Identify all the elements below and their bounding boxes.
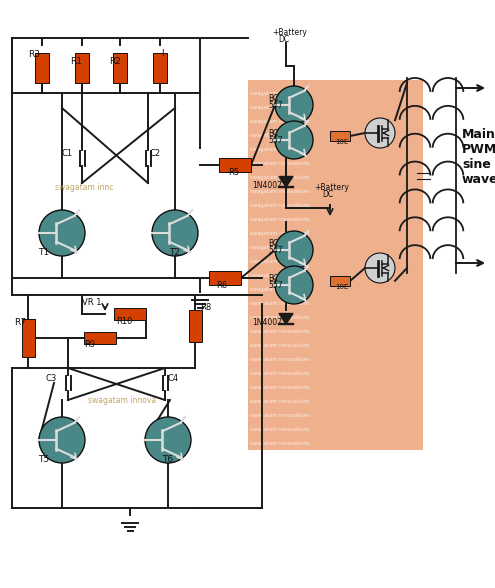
- Text: 10E: 10E: [335, 139, 348, 145]
- Text: I: I: [161, 49, 164, 58]
- Text: swagatam innovations: swagatam innovations: [250, 371, 310, 376]
- Text: 1N4007: 1N4007: [252, 318, 282, 327]
- Text: sine: sine: [462, 158, 491, 171]
- Text: swagatam innovations: swagatam innovations: [250, 105, 310, 110]
- Text: swagatam innovations: swagatam innovations: [250, 399, 310, 404]
- Bar: [21, 319, 35, 357]
- Text: swagatam innovations: swagatam innovations: [250, 217, 310, 222]
- Text: swagatam innovations: swagatam innovations: [250, 245, 310, 250]
- Text: R7: R7: [14, 318, 26, 327]
- Circle shape: [365, 253, 395, 283]
- Text: DC: DC: [322, 190, 333, 199]
- Circle shape: [275, 231, 313, 269]
- Text: swagatam innovations: swagatam innovations: [250, 385, 310, 390]
- Text: swagatam innc: swagatam innc: [55, 183, 113, 192]
- Text: +Battery: +Battery: [314, 183, 349, 192]
- Circle shape: [152, 210, 198, 256]
- Polygon shape: [279, 313, 293, 324]
- Text: swagatam innovations: swagatam innovations: [250, 329, 310, 334]
- Text: 1N4007: 1N4007: [252, 181, 282, 190]
- Text: swagatam innovations: swagatam innovations: [250, 287, 310, 292]
- Bar: [75, 53, 89, 83]
- Text: swagatam innovations: swagatam innovations: [250, 427, 310, 432]
- Bar: [219, 158, 251, 172]
- Text: swagatam innovations: swagatam innovations: [250, 91, 310, 96]
- Text: BC: BC: [268, 239, 278, 248]
- Text: swagatam innovations: swagatam innovations: [250, 133, 310, 138]
- Text: T2: T2: [169, 248, 180, 257]
- Text: 547: 547: [268, 101, 283, 110]
- Bar: [84, 332, 116, 344]
- Text: swagatam innovations: swagatam innovations: [250, 161, 310, 166]
- Text: swagatam innovations: swagatam innovations: [250, 231, 310, 236]
- Text: swagatam innovations: swagatam innovations: [250, 147, 310, 152]
- Text: 10E: 10E: [335, 284, 348, 290]
- Text: R2: R2: [109, 57, 121, 66]
- Text: BC: BC: [268, 274, 278, 283]
- Text: T1: T1: [38, 248, 49, 257]
- Text: Mains: Mains: [462, 128, 495, 141]
- Text: C2: C2: [150, 149, 161, 158]
- Text: swagatam innovations: swagatam innovations: [250, 315, 310, 320]
- Text: swagatam innovations: swagatam innovations: [250, 119, 310, 124]
- Bar: [35, 53, 49, 83]
- Bar: [153, 53, 167, 83]
- Text: swagatam innovations: swagatam innovations: [250, 357, 310, 362]
- Text: swagatam innovations: swagatam innovations: [250, 259, 310, 264]
- Text: T5: T5: [38, 455, 49, 464]
- Bar: [113, 53, 127, 83]
- Text: BC: BC: [268, 94, 278, 103]
- Text: 547: 547: [268, 246, 283, 255]
- Text: R8: R8: [200, 303, 211, 312]
- Circle shape: [275, 266, 313, 304]
- Bar: [114, 308, 146, 320]
- Bar: [209, 271, 241, 285]
- Text: swagatam innovations: swagatam innovations: [250, 441, 310, 446]
- Text: R6: R6: [216, 281, 227, 290]
- Text: C4: C4: [168, 374, 179, 383]
- Circle shape: [39, 417, 85, 463]
- Text: C1: C1: [62, 149, 73, 158]
- Text: wave: wave: [462, 173, 495, 186]
- Text: C3: C3: [46, 374, 57, 383]
- Text: BC: BC: [268, 129, 278, 138]
- Text: T6: T6: [162, 455, 173, 464]
- Text: swagatam innovations: swagatam innovations: [250, 273, 310, 278]
- Text: 557: 557: [268, 136, 283, 145]
- Circle shape: [39, 210, 85, 256]
- Text: DC: DC: [278, 35, 289, 44]
- Circle shape: [275, 86, 313, 124]
- Text: +Battery: +Battery: [272, 28, 307, 37]
- Circle shape: [275, 121, 313, 159]
- Text: swagatam innovations: swagatam innovations: [250, 301, 310, 306]
- Bar: [189, 310, 201, 342]
- Text: VR 1: VR 1: [82, 298, 101, 307]
- Text: R9: R9: [84, 340, 95, 349]
- Polygon shape: [279, 176, 293, 187]
- Text: swagatam innovations: swagatam innovations: [250, 203, 310, 208]
- Circle shape: [365, 118, 395, 148]
- Text: PWM: PWM: [462, 143, 495, 156]
- Text: R3: R3: [28, 50, 40, 59]
- Circle shape: [145, 417, 191, 463]
- Text: R5: R5: [228, 168, 239, 177]
- Text: swagatam innovations: swagatam innovations: [250, 343, 310, 348]
- Bar: [330, 131, 350, 141]
- Text: R1: R1: [70, 57, 82, 66]
- Text: swagatam innovations: swagatam innovations: [250, 189, 310, 194]
- Text: swagatam innovations: swagatam innovations: [250, 175, 310, 180]
- Text: swagatam innova: swagatam innova: [88, 396, 156, 405]
- Text: swagatam innovations: swagatam innovations: [250, 413, 310, 418]
- Text: R10: R10: [116, 317, 132, 326]
- Text: 557: 557: [268, 281, 283, 290]
- Bar: [330, 276, 350, 286]
- Bar: [248, 80, 423, 450]
